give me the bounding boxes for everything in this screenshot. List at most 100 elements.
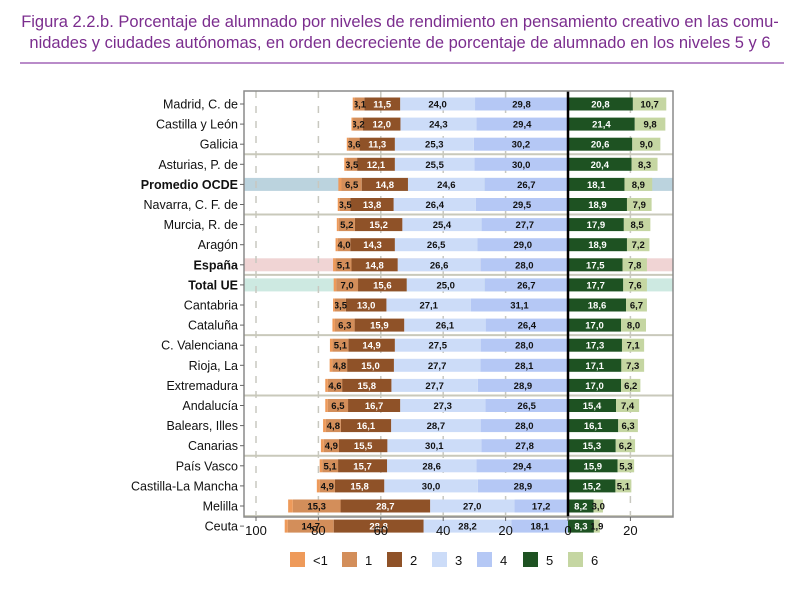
data-label: 7,3: [626, 361, 639, 372]
data-label: 29,0: [514, 240, 533, 251]
category-label: Total UE: [188, 278, 238, 292]
data-label: 3,0: [592, 502, 605, 513]
bar-segment-level-3: [387, 439, 482, 453]
data-label: 28,7: [376, 502, 395, 513]
data-label: 17,0: [585, 381, 604, 392]
bar-segment-level-4: [470, 298, 568, 312]
bar-row: 29,0 26,5 14,3 4,0 18,9 7,2: [335, 238, 650, 252]
data-label: 12,0: [372, 120, 391, 131]
legend-item: 1: [342, 552, 372, 568]
data-label: 5,1: [334, 341, 348, 352]
data-label: 12,1: [367, 160, 386, 171]
bar-segment-level-6: [593, 519, 600, 533]
data-label: 4,8: [327, 421, 340, 432]
bar-segment-level-lt1: [346, 137, 349, 151]
bar-segment-level-2: [338, 459, 388, 473]
bar-segment-level-5: [568, 399, 617, 412]
legend: <1 1 2 3 4 5 6: [290, 552, 598, 568]
data-label: 15,6: [373, 280, 392, 291]
bar-segment-level-4: [481, 218, 568, 232]
bar-segment-level-6: [616, 399, 640, 412]
data-label: 15,8: [350, 481, 369, 492]
bar-segment-level-5: [568, 378, 622, 392]
data-label: 29,8: [512, 100, 531, 111]
bar-segment-level-3: [400, 399, 486, 412]
bar-segment-level-6: [624, 177, 653, 191]
bar-segment-level-2: [357, 157, 395, 171]
bar-row: 27,8 30,1 15,5 4,9 15,3 6,2: [320, 439, 636, 453]
bar-segment-level-1: [341, 177, 362, 191]
data-label: 26,5: [517, 401, 536, 412]
bar-segment-level-5: [568, 338, 622, 352]
data-label: 5,1: [617, 481, 631, 492]
bar-segment-level-1: [346, 157, 358, 171]
bar-segment-level-6: [632, 137, 661, 151]
data-label: 27,3: [433, 401, 452, 412]
data-label: 25,3: [425, 140, 444, 151]
data-label: 3,5: [334, 301, 348, 312]
bar-segment-level-4: [475, 198, 568, 211]
bar-segment-level-5: [568, 298, 627, 312]
bar-segment-level-5: [568, 157, 632, 171]
data-label: 29,4: [513, 461, 532, 472]
data-label: 11,5: [373, 100, 392, 111]
category-label: España: [194, 258, 240, 272]
bar-segment-level-6: [634, 117, 666, 131]
category-label: Cataluña: [188, 319, 238, 333]
data-label: 17,9: [587, 220, 606, 231]
data-label: 7,8: [628, 260, 641, 271]
data-label: 8,2: [574, 502, 587, 513]
bar-segment-level-3: [406, 278, 485, 292]
bar-segment-level-2: [364, 97, 401, 111]
bar-segment-level-2: [354, 318, 405, 332]
legend-item: <1: [290, 552, 328, 568]
bar-segment-level-5: [568, 358, 622, 372]
bar-row: 17,2 27,0 28,7 15,3 8,2 3,0: [288, 499, 605, 513]
data-label: 4,8: [333, 361, 346, 372]
data-label: 27,7: [425, 381, 444, 392]
bar-segment-level-4: [480, 419, 568, 433]
bar-segment-level-lt1: [325, 399, 328, 412]
bar-row: 27,7 25,4 15,2 5,2 17,9 8,5: [336, 218, 651, 232]
bar-segment-level-2: [342, 378, 392, 392]
data-label: 24,3: [429, 120, 448, 131]
data-label: 8,3: [638, 160, 651, 171]
x-tick-label: 100: [245, 523, 267, 538]
data-label: 4,9: [325, 441, 338, 452]
data-label: 31,1: [510, 301, 529, 312]
data-label: 17,0: [585, 321, 604, 332]
category-label: Andalucía: [182, 399, 238, 413]
bar-row: 29,4 24,3 12,0 3,2 21,4 9,8: [351, 117, 666, 131]
bar-segment-level-3: [386, 298, 471, 312]
legend-swatch: [477, 552, 492, 567]
bar-segment-level-2: [338, 439, 388, 453]
legend-label: 3: [455, 553, 462, 568]
bar-segment-level-6: [631, 157, 658, 171]
bar-segment-level-lt1: [329, 358, 333, 372]
category-label: Melilla: [203, 500, 238, 514]
data-label: 29,5: [513, 200, 532, 211]
bar-segment-level-3: [391, 378, 478, 392]
data-label: 3,6: [347, 140, 360, 151]
data-label: 6,3: [621, 421, 634, 432]
bar-segment-level-2: [340, 499, 431, 513]
bar-segment-level-4: [474, 157, 568, 171]
bar-segment-level-2: [350, 198, 394, 211]
data-label: 28,0: [515, 260, 534, 271]
data-label: 6,2: [624, 381, 637, 392]
bar-segment-level-1: [334, 318, 355, 332]
bar-segment-level-3: [430, 499, 515, 513]
bar-row: 28,9 27,7 15,8 4,6 17,0 6,2: [325, 378, 641, 392]
bar-segment-level-3: [393, 358, 481, 372]
data-label: 13,8: [363, 200, 382, 211]
bar-segment-level-2: [348, 338, 395, 352]
data-label: 16,7: [365, 401, 384, 412]
data-label: 6,7: [630, 301, 643, 312]
data-label: 6,5: [331, 401, 345, 412]
data-label: 8,3: [574, 522, 587, 533]
bar-segment-level-3: [391, 419, 481, 433]
category-label: Galicia: [200, 138, 238, 152]
data-label: 27,5: [428, 341, 447, 352]
data-label: 3,1: [353, 100, 367, 111]
data-label: 14,8: [365, 260, 384, 271]
